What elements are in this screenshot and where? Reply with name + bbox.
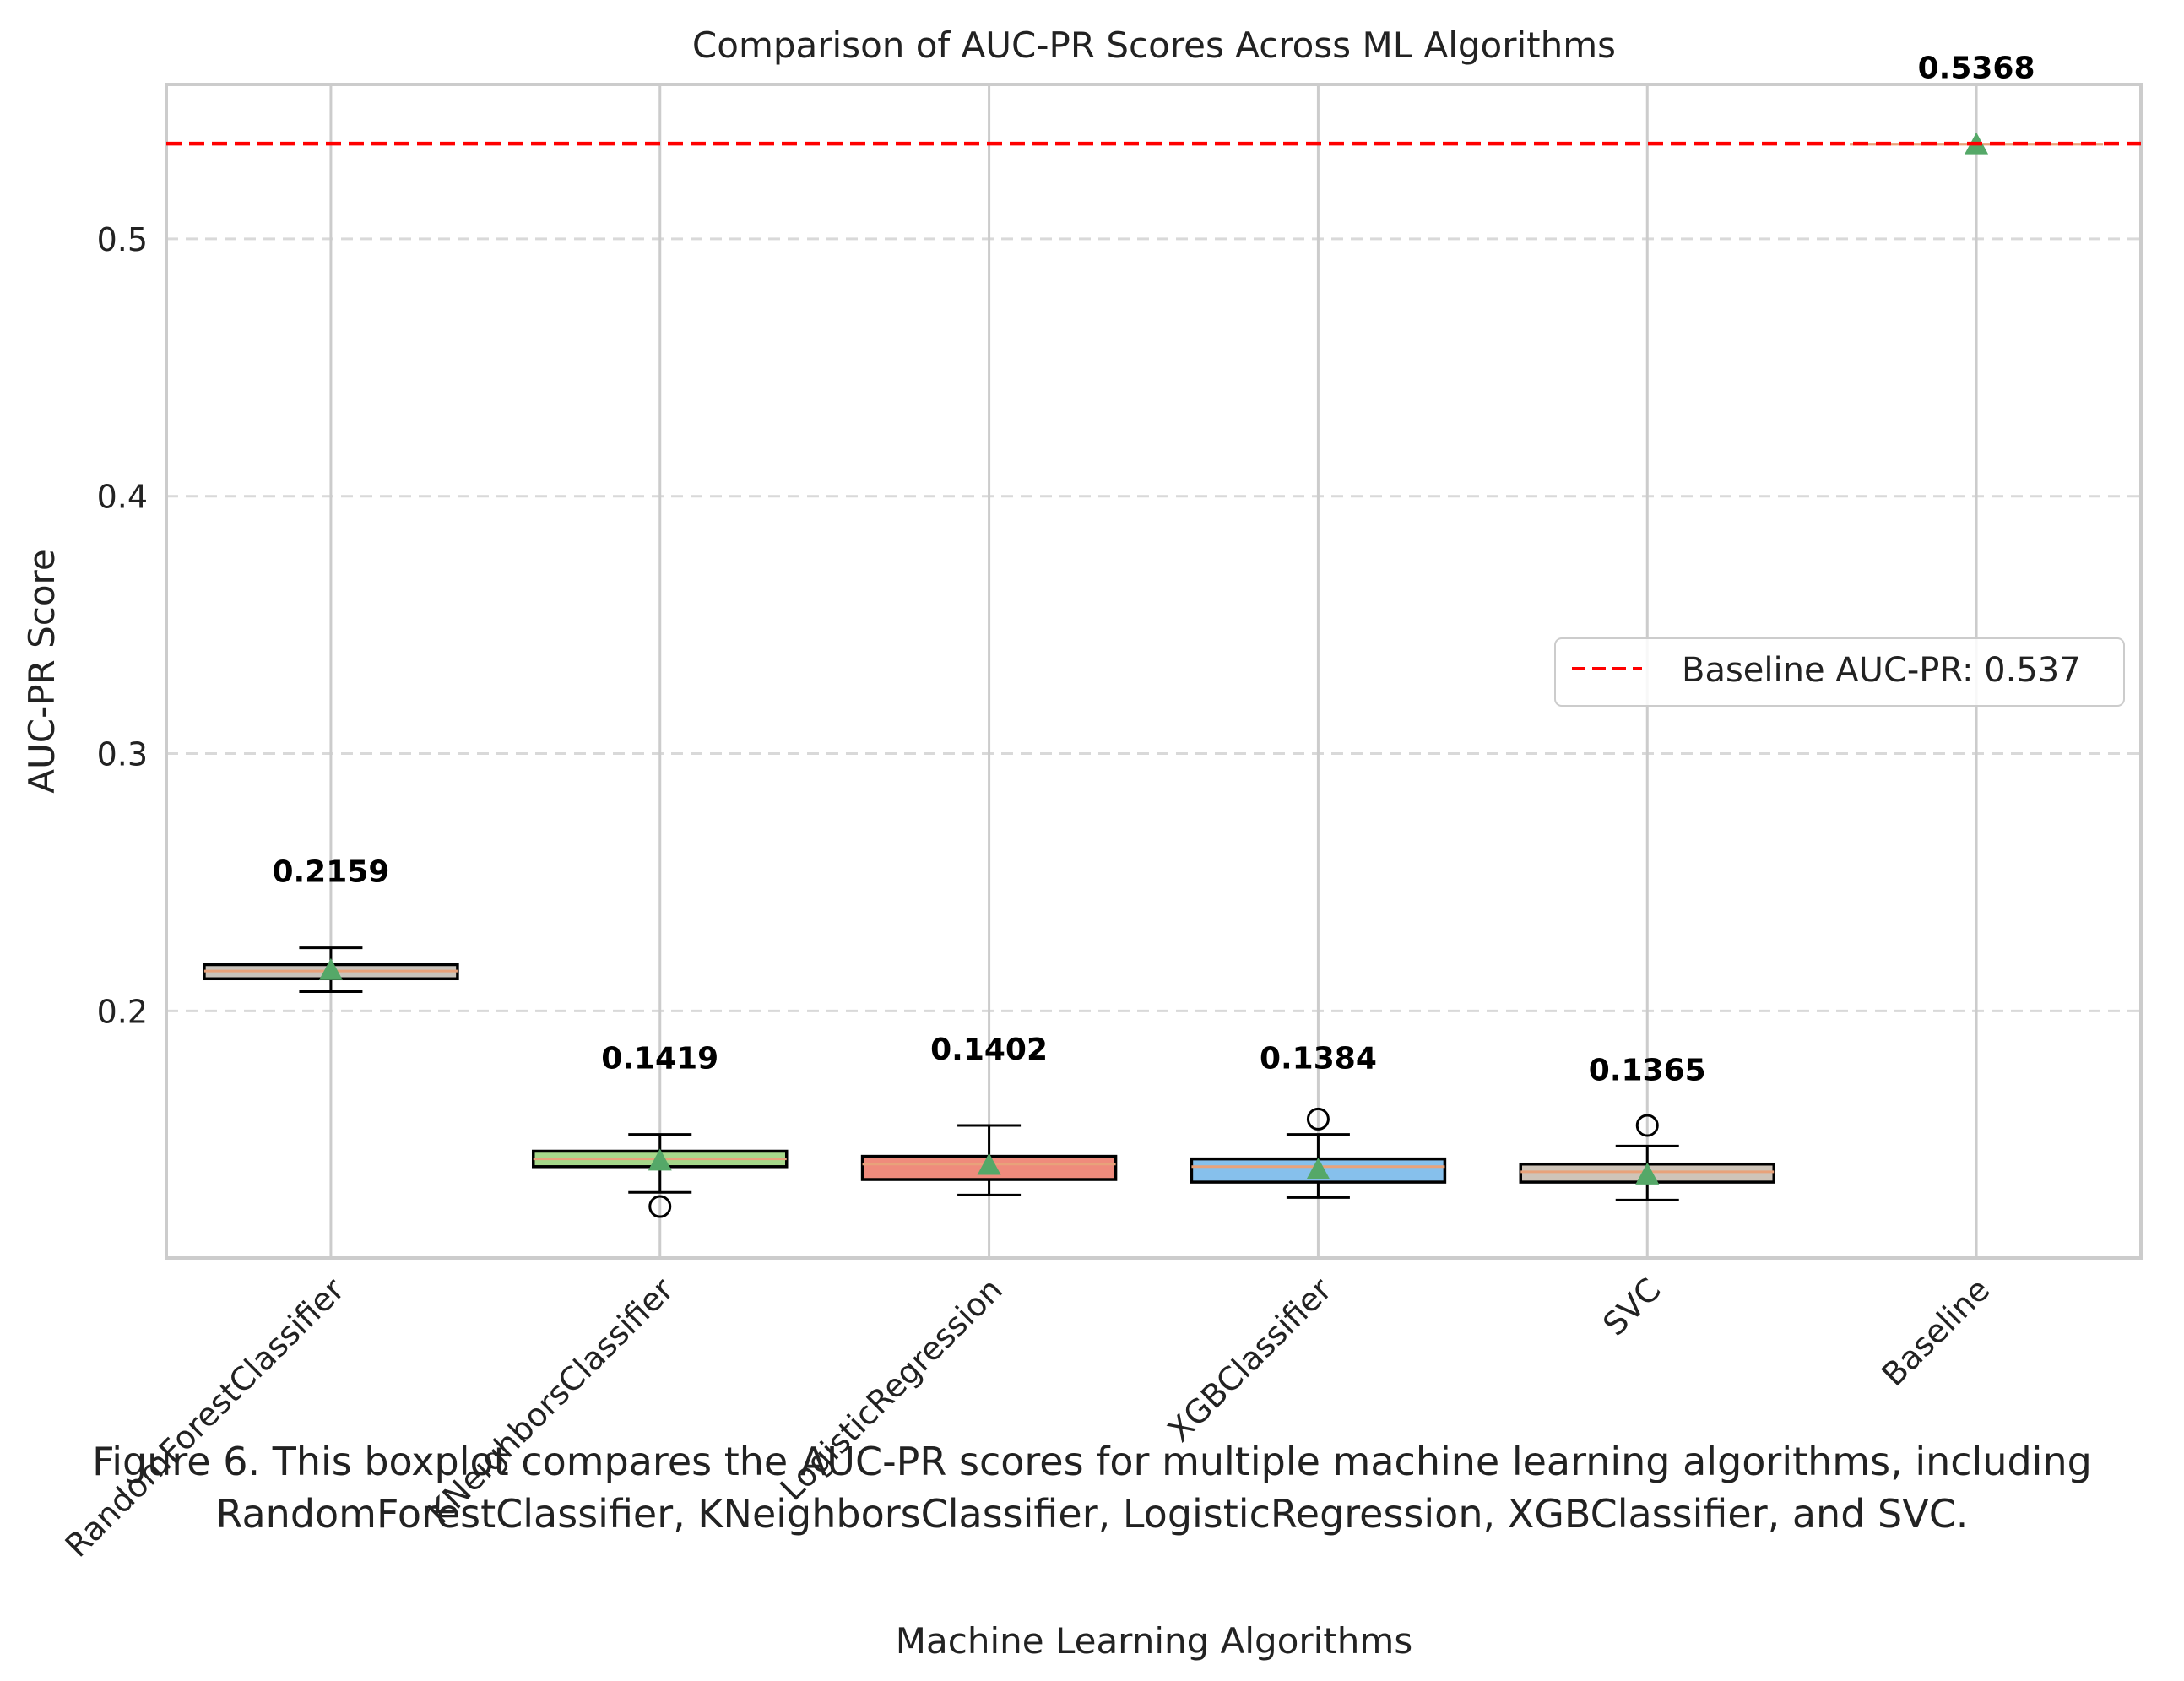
mean-marker	[1635, 1162, 1660, 1185]
x-tick-label: Baseline	[1874, 1271, 1997, 1393]
legend: Baseline AUC-PR: 0.537	[1554, 637, 2125, 707]
mean-value-label: 0.5368	[1918, 52, 2035, 86]
plot-frame	[165, 83, 2143, 1260]
box-group	[1519, 1114, 1775, 1201]
outlier-point	[648, 1195, 672, 1218]
mean-value-label: 0.1419	[601, 1042, 718, 1076]
mean-value-label: 0.1365	[1589, 1053, 1706, 1087]
box-group	[860, 1124, 1118, 1196]
chart-title: Comparison of AUC-PR Scores Across ML Al…	[692, 24, 1616, 66]
box-group	[532, 1133, 789, 1218]
x-tick-label: SVC	[1596, 1271, 1667, 1342]
y-tick-label: 0.3	[97, 736, 148, 773]
box-group	[203, 946, 459, 994]
mean-marker	[1306, 1158, 1330, 1180]
x-tick-label: XGBClassifier	[1161, 1271, 1339, 1449]
mean-marker	[318, 957, 343, 980]
outlier-point	[1635, 1114, 1659, 1137]
y-tick-label: 0.4	[97, 479, 148, 516]
mean-value-label: 0.1402	[930, 1033, 1048, 1067]
outlier-point	[1306, 1107, 1330, 1131]
boxes-layer	[166, 132, 2141, 1218]
y-tick-label: 0.2	[97, 993, 148, 1030]
caption-line-2: RandomForestClassifier, KNeighborsClassi…	[215, 1491, 1969, 1537]
box-group	[1190, 1107, 1447, 1199]
mean-value-label: 0.2159	[272, 855, 389, 890]
y-axis-label: AUC-PR Score	[21, 549, 62, 793]
legend-label: Baseline AUC-PR: 0.537	[1682, 651, 2081, 690]
legend-frame	[1554, 637, 2125, 707]
mean-marker	[977, 1152, 1001, 1175]
mean-marker	[648, 1148, 672, 1171]
y-tick-label: 0.5	[97, 221, 148, 258]
x-axis-label: Machine Learning Algorithms	[896, 1620, 1412, 1662]
caption-line-1: Figure 6. This boxplot compares the AUC-…	[92, 1439, 2092, 1484]
mean-value-label: 0.1384	[1260, 1042, 1377, 1076]
